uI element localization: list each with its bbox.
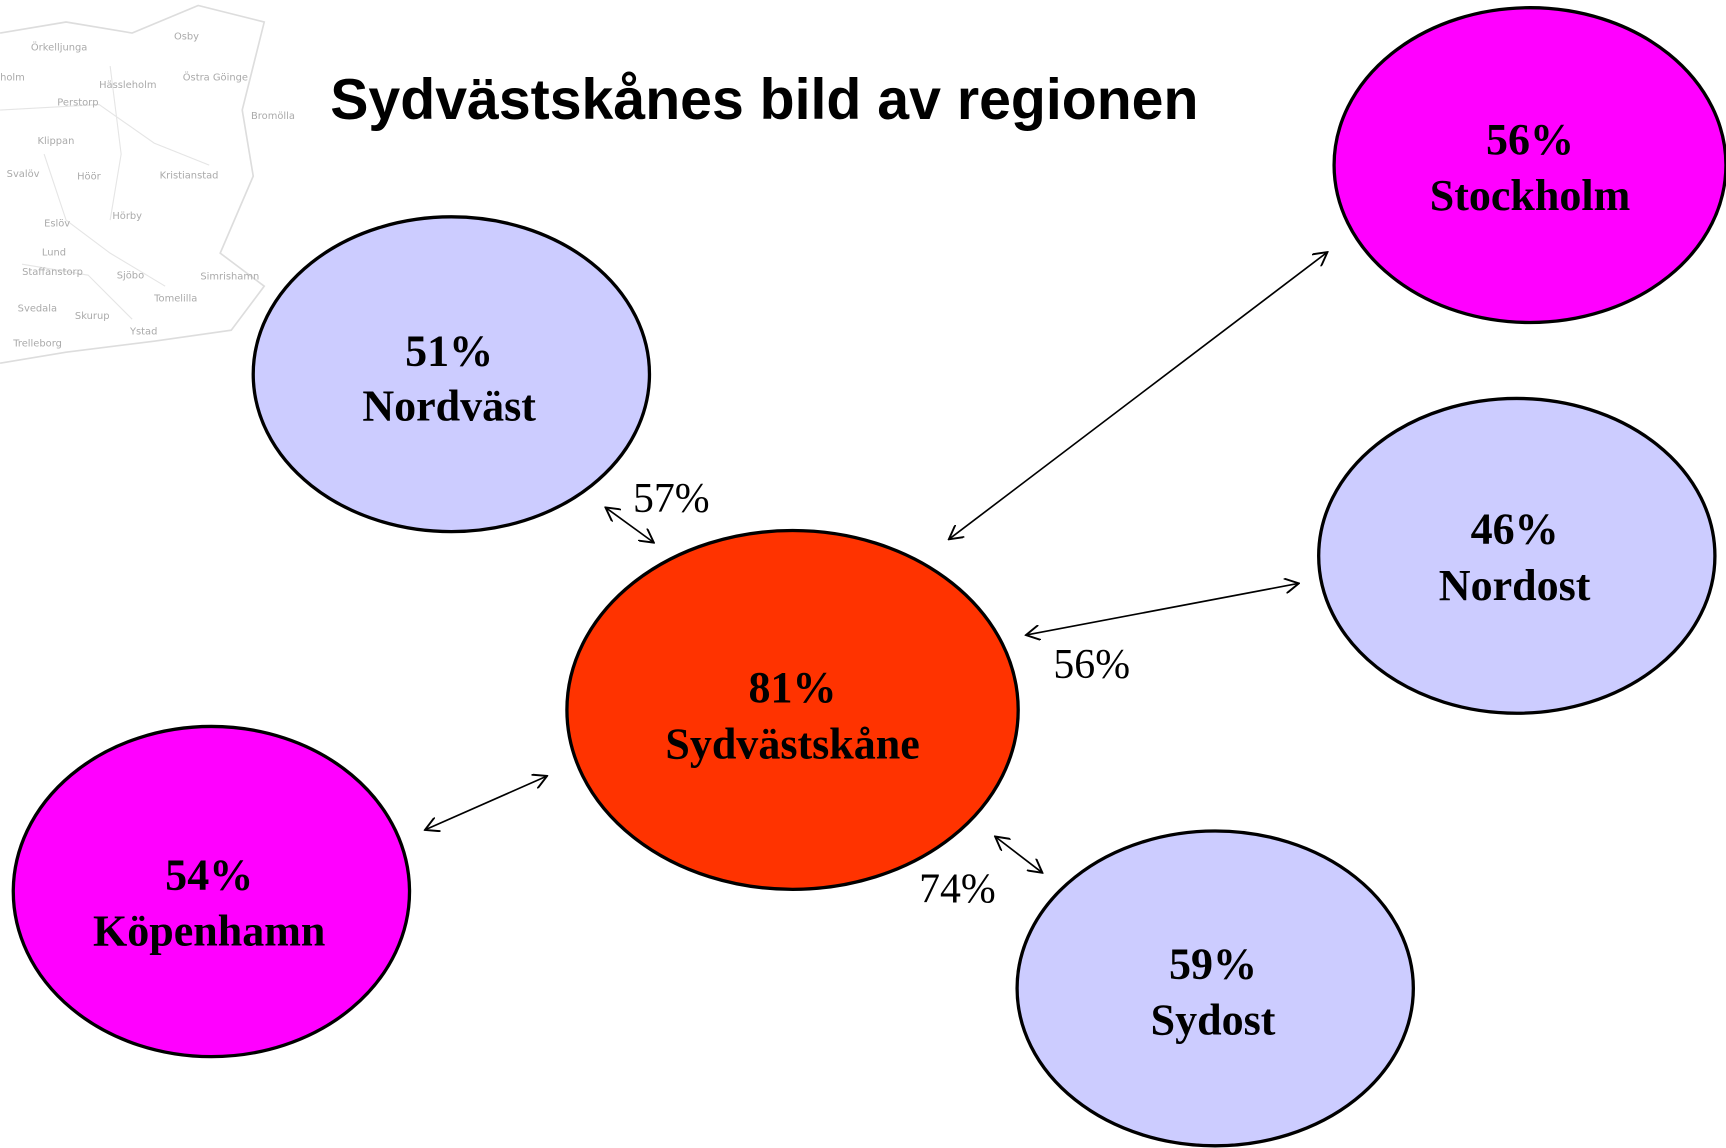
node-shape [565,528,1020,891]
arrow [949,252,1328,539]
arrow [605,507,653,542]
map-label: Hässleholm [99,80,156,91]
node-value: 51% [405,326,493,375]
node: 59% Sydost [1015,829,1415,1148]
map-label: holm [0,72,25,83]
map-label: Tomelilla [153,294,197,305]
node-label: Nordost [1439,561,1591,610]
map-label: Lund [42,247,66,258]
map-label: Simrishamn [200,272,259,283]
node-shape [1317,396,1717,715]
node-label: Sydost [1151,996,1276,1045]
title: Sydvästskånes bild av regionen [330,68,1198,132]
map-label: Staffanstorp [22,267,83,278]
node: 54% Köpenhamn [11,724,412,1059]
node-shape [11,724,412,1059]
map-label: Kristianstad [160,170,219,181]
edge-label: 56% [1053,642,1130,688]
node-label: Nordväst [362,381,536,430]
map-label: Klippan [37,136,74,147]
map-label: Svedala [18,303,57,314]
node-value: 56% [1486,115,1574,164]
edge-label: 74% [919,867,996,913]
node-value: 59% [1169,939,1257,988]
node: 46% Nordost [1317,396,1717,715]
arrow [1026,583,1299,635]
edge-label: 57% [633,476,710,522]
map-label: Osby [174,32,199,43]
node: 51% Nordväst [251,215,652,534]
node-label: Sydvästskåne [665,719,919,768]
node-shape [1332,6,1726,325]
map-label: Bromölla [251,111,295,122]
node-label: Köpenhamn [93,906,325,955]
node-value: 81% [749,663,837,712]
node-value: 46% [1471,505,1559,554]
map-label: Höör [77,171,102,182]
map-label: Eslöv [44,219,70,230]
node-value: 54% [165,850,253,899]
node-shape [1015,829,1415,1148]
node-shape [251,215,652,534]
map-label: Sjöbo [117,270,144,281]
map-label: Perstorp [57,98,98,109]
map-label: Skurup [75,311,110,322]
map-label: Hörby [112,211,142,222]
node: 81% Sydvästskåne [565,528,1020,891]
node: 56% Stockholm [1332,6,1726,325]
map-label: Östra Göinge [183,70,248,83]
arrow [995,837,1042,873]
arrow [425,776,547,830]
map-label: Ystad [129,327,157,338]
map-label: Svalöv [7,169,40,180]
node-label: Stockholm [1430,171,1631,220]
map-label: Trelleborg [12,339,62,350]
map-label: Örkelljunga [31,41,87,54]
map-background: Örkelljunga Osby holm Hässleholm Östra G… [0,4,295,365]
